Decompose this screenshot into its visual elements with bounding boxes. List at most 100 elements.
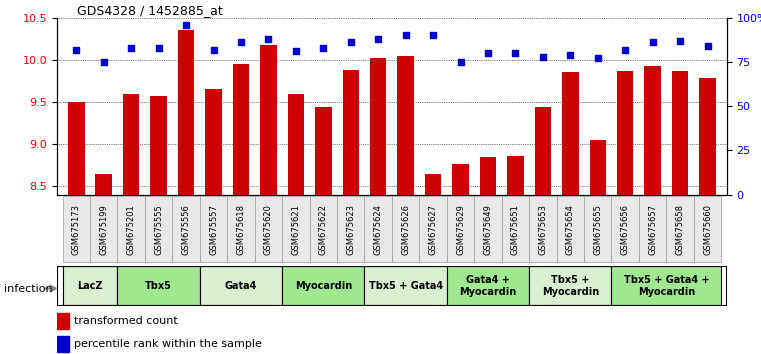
- Text: GSM675201: GSM675201: [126, 204, 135, 255]
- Bar: [535, 107, 551, 195]
- Bar: [507, 156, 524, 195]
- Text: GSM675654: GSM675654: [566, 204, 575, 255]
- FancyBboxPatch shape: [200, 196, 228, 262]
- Text: GSM675623: GSM675623: [346, 204, 355, 255]
- Bar: [288, 93, 304, 195]
- FancyBboxPatch shape: [337, 196, 365, 262]
- FancyBboxPatch shape: [145, 196, 172, 262]
- Text: Gata4 +
Myocardin: Gata4 + Myocardin: [460, 275, 517, 297]
- Text: GSM675653: GSM675653: [538, 204, 547, 255]
- FancyBboxPatch shape: [228, 196, 255, 262]
- Point: [674, 38, 686, 44]
- FancyBboxPatch shape: [584, 196, 612, 262]
- FancyBboxPatch shape: [612, 196, 639, 262]
- FancyBboxPatch shape: [172, 196, 200, 262]
- Bar: [617, 71, 633, 195]
- Text: GSM675199: GSM675199: [99, 204, 108, 255]
- Point: [454, 59, 466, 65]
- Point: [591, 56, 603, 61]
- FancyBboxPatch shape: [282, 196, 310, 262]
- Text: GSM675651: GSM675651: [511, 204, 520, 255]
- Text: Gata4: Gata4: [224, 281, 257, 291]
- Text: GSM675557: GSM675557: [209, 204, 218, 255]
- Bar: [370, 58, 387, 195]
- Text: GSM675658: GSM675658: [676, 204, 685, 255]
- Point: [427, 33, 439, 38]
- FancyBboxPatch shape: [447, 266, 529, 306]
- Point: [235, 40, 247, 45]
- FancyBboxPatch shape: [694, 196, 721, 262]
- Bar: [590, 140, 606, 195]
- Bar: [123, 93, 139, 195]
- Bar: [315, 107, 332, 195]
- Point: [290, 48, 302, 54]
- Point: [400, 33, 412, 38]
- Text: GSM675555: GSM675555: [154, 204, 163, 255]
- FancyBboxPatch shape: [62, 266, 117, 306]
- Point: [125, 45, 137, 51]
- Point: [619, 47, 632, 52]
- Bar: [68, 102, 84, 195]
- Bar: [178, 30, 194, 195]
- Bar: [342, 70, 359, 195]
- Point: [70, 47, 82, 52]
- Text: GDS4328 / 1452885_at: GDS4328 / 1452885_at: [77, 4, 223, 17]
- Text: GSM675656: GSM675656: [621, 204, 629, 255]
- Point: [317, 45, 330, 51]
- FancyBboxPatch shape: [365, 196, 392, 262]
- Text: GSM675660: GSM675660: [703, 204, 712, 255]
- Text: GSM675173: GSM675173: [72, 204, 81, 255]
- Text: Tbx5 + Gata4 +
Myocardin: Tbx5 + Gata4 + Myocardin: [623, 275, 709, 297]
- FancyBboxPatch shape: [282, 266, 365, 306]
- Bar: [151, 96, 167, 195]
- FancyBboxPatch shape: [447, 196, 474, 262]
- Bar: [479, 157, 496, 195]
- Text: GSM675649: GSM675649: [483, 204, 492, 255]
- Text: GSM675626: GSM675626: [401, 204, 410, 255]
- Text: LacZ: LacZ: [77, 281, 103, 291]
- Point: [208, 47, 220, 52]
- FancyBboxPatch shape: [667, 196, 694, 262]
- Text: GSM675556: GSM675556: [182, 204, 190, 255]
- FancyBboxPatch shape: [529, 266, 612, 306]
- FancyBboxPatch shape: [639, 196, 667, 262]
- Bar: [425, 173, 441, 195]
- Text: GSM675618: GSM675618: [237, 204, 246, 255]
- Text: GSM675657: GSM675657: [648, 204, 658, 255]
- Point: [152, 45, 164, 51]
- FancyBboxPatch shape: [392, 196, 419, 262]
- Point: [509, 50, 521, 56]
- FancyBboxPatch shape: [501, 196, 529, 262]
- Text: Myocardin: Myocardin: [295, 281, 352, 291]
- Point: [702, 43, 714, 49]
- FancyBboxPatch shape: [90, 196, 117, 262]
- Point: [482, 50, 494, 56]
- Bar: [57, 336, 69, 352]
- Point: [372, 36, 384, 42]
- FancyBboxPatch shape: [529, 196, 556, 262]
- Text: Tbx5 +
Myocardin: Tbx5 + Myocardin: [542, 275, 599, 297]
- Bar: [699, 78, 716, 195]
- Bar: [672, 71, 689, 195]
- Bar: [205, 89, 221, 195]
- Bar: [233, 64, 249, 195]
- FancyBboxPatch shape: [419, 196, 447, 262]
- Text: GSM675621: GSM675621: [291, 204, 301, 255]
- Bar: [645, 66, 661, 195]
- FancyBboxPatch shape: [117, 196, 145, 262]
- Text: GSM675627: GSM675627: [428, 204, 438, 255]
- Point: [263, 36, 275, 42]
- Point: [180, 22, 193, 28]
- Bar: [57, 313, 69, 329]
- FancyBboxPatch shape: [310, 196, 337, 262]
- Point: [97, 59, 110, 65]
- Text: GSM675622: GSM675622: [319, 204, 328, 255]
- Text: percentile rank within the sample: percentile rank within the sample: [74, 339, 262, 349]
- FancyBboxPatch shape: [255, 196, 282, 262]
- FancyBboxPatch shape: [62, 196, 90, 262]
- Point: [345, 40, 357, 45]
- Point: [537, 54, 549, 59]
- Point: [647, 40, 659, 45]
- FancyBboxPatch shape: [200, 266, 282, 306]
- Text: GSM675624: GSM675624: [374, 204, 383, 255]
